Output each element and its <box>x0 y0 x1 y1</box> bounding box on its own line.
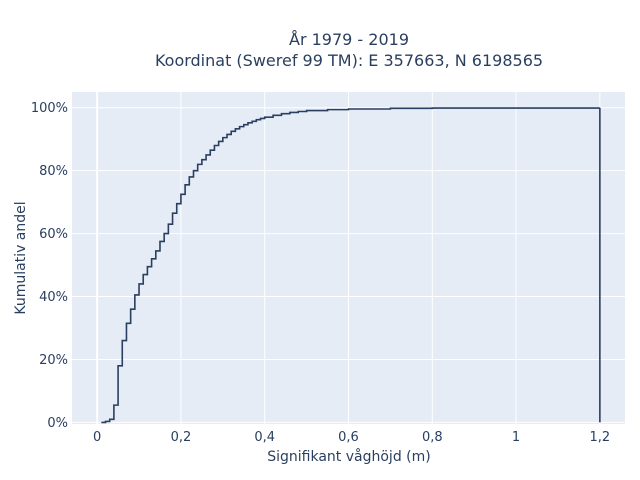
y-tick-label: 100% <box>31 101 68 116</box>
x-tick-label: 0 <box>93 430 101 445</box>
y-tick-label: 40% <box>39 290 68 305</box>
series-layer <box>101 107 601 424</box>
chart-title-line-2: Koordinat (Sweref 99 TM): E 357663, N 61… <box>155 51 543 70</box>
x-tick-label: 1 <box>512 430 520 445</box>
x-tick-label: 0,6 <box>338 430 359 445</box>
x-tick-label: 0,8 <box>422 430 443 445</box>
tick-labels: 0 0,2 0,4 0,6 0,8 1 1,2 0% 20% 40% 60% 80% 100% <box>31 101 610 445</box>
x-tick-label: 0,4 <box>254 430 275 445</box>
x-axis-title: Signifikant våghöjd (m) <box>267 448 430 465</box>
y-tick-label: 80% <box>39 164 68 179</box>
x-tick-label: 1,2 <box>590 430 611 445</box>
y-tick-label: 60% <box>39 227 68 242</box>
cdf-step-line <box>101 107 601 424</box>
x-tick-label: 0,2 <box>171 430 192 445</box>
chart-title-line-1: År 1979 - 2019 <box>289 30 409 49</box>
y-tick-label: 20% <box>39 353 68 368</box>
y-axis-title: Kumulativ andel <box>13 201 29 314</box>
y-tick-label: 0% <box>47 416 68 431</box>
